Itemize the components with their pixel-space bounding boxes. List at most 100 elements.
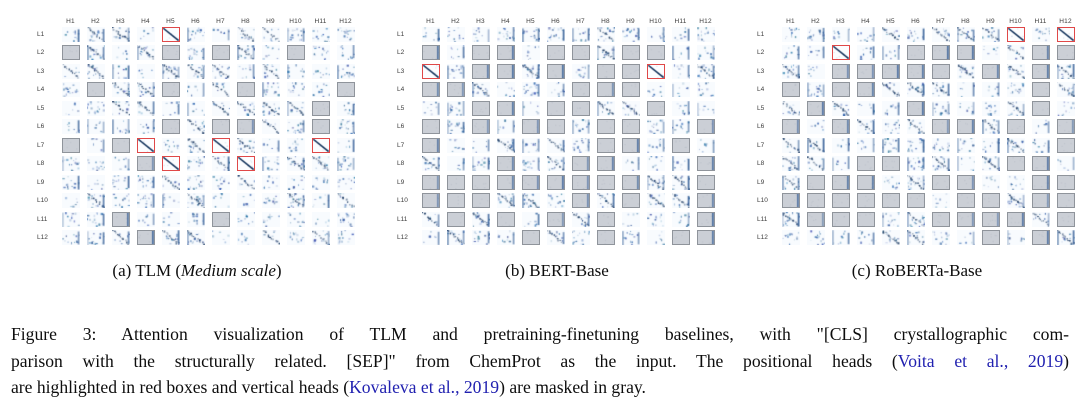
grid-row: L1 <box>396 25 718 44</box>
masked-head-cell <box>856 174 875 190</box>
attention-pattern <box>571 63 590 79</box>
attention-cell <box>981 100 1000 116</box>
attention-cell <box>671 63 690 79</box>
masked-head-cell <box>856 211 875 227</box>
attention-pattern <box>956 63 975 79</box>
attention-cell <box>211 174 230 190</box>
positional-head-cell <box>1056 26 1075 42</box>
masked-head-cell <box>831 63 850 79</box>
attention-pattern <box>1057 194 1074 208</box>
attention-cell <box>111 230 130 246</box>
attention-pattern <box>597 138 614 152</box>
attention-cell <box>261 211 280 227</box>
attention-pattern <box>497 64 514 78</box>
attention-pattern <box>622 46 639 60</box>
masked-head-cell <box>596 230 615 246</box>
attention-pattern <box>832 212 849 226</box>
attention-cell <box>881 45 900 61</box>
masked-head-cell <box>1031 174 1050 190</box>
attention-cell <box>906 174 925 190</box>
grid-row: L8 <box>396 155 718 174</box>
attention-pattern <box>286 137 305 153</box>
row-label: L2 <box>37 49 45 57</box>
attention-pattern <box>471 26 490 42</box>
attention-cell <box>336 174 355 190</box>
attention-pattern <box>422 46 439 60</box>
attention-pattern <box>572 157 589 171</box>
attention-pattern <box>86 230 105 246</box>
attention-cell <box>86 119 105 135</box>
attention-cell <box>471 211 490 227</box>
attention-cell <box>856 26 875 42</box>
figure-caption: Figure 3: Attention visualization of TLM… <box>11 321 1069 401</box>
attention-cell <box>236 174 255 190</box>
attention-cell <box>336 156 355 172</box>
attention-pattern <box>696 100 715 116</box>
attention-pattern <box>932 175 949 189</box>
attention-cell <box>1056 63 1075 79</box>
attention-cell <box>956 137 975 153</box>
masked-head-cell <box>696 230 715 246</box>
attention-pattern <box>336 174 355 190</box>
attention-cell <box>446 156 465 172</box>
masked-head-cell <box>111 211 130 227</box>
attention-cell <box>981 156 1000 172</box>
attention-pattern <box>646 119 665 135</box>
attention-pattern <box>572 46 589 60</box>
attention-cell <box>311 230 330 246</box>
row-label: L7 <box>397 141 405 149</box>
attention-pattern <box>61 100 80 116</box>
attention-pattern <box>211 174 230 190</box>
attention-pattern <box>336 193 355 209</box>
attention-pattern <box>981 100 1000 116</box>
attention-cell <box>1031 211 1050 227</box>
row-label: L5 <box>37 104 45 112</box>
attention-pattern <box>806 156 825 172</box>
col-header: H3 <box>836 18 845 25</box>
attention-cell <box>211 156 230 172</box>
attention-pattern <box>186 63 205 79</box>
attention-pattern <box>261 26 280 42</box>
panel-caption-italic: Medium scale <box>181 261 276 280</box>
masked-head-cell <box>621 137 640 153</box>
caption-line: parison with the structurally related. [… <box>11 348 1069 375</box>
attention-pattern <box>671 119 690 135</box>
attention-pattern <box>161 193 180 209</box>
grid-row: L7 <box>36 136 358 155</box>
masked-head-cell <box>831 119 850 135</box>
attention-pattern <box>697 157 714 171</box>
attention-cell <box>211 63 230 79</box>
attention-pattern <box>647 46 664 60</box>
attention-pattern <box>596 100 615 116</box>
attention-cell <box>211 230 230 246</box>
masked-head-cell <box>671 230 690 246</box>
masked-head-cell <box>596 82 615 98</box>
attention-pattern <box>111 230 130 246</box>
attention-pattern <box>671 26 690 42</box>
attention-cell <box>931 82 950 98</box>
col-header: H9 <box>266 18 275 25</box>
attention-pattern <box>931 26 950 42</box>
attention-pattern <box>161 100 180 116</box>
attention-cell <box>696 26 715 42</box>
citation-link[interactable]: Voita et al., 2019 <box>897 350 1064 371</box>
attention-pattern <box>807 175 824 189</box>
attention-pattern <box>981 119 1000 135</box>
attention-pattern <box>547 212 564 226</box>
attention-pattern <box>497 212 514 226</box>
attention-cell <box>1006 193 1025 209</box>
attention-pattern <box>86 137 105 153</box>
grid-row: L9 <box>756 173 1078 192</box>
attention-cell <box>186 45 205 61</box>
row-label: L8 <box>397 160 405 168</box>
attention-pattern <box>522 120 539 134</box>
attention-cell <box>781 63 800 79</box>
attention-pattern <box>1007 157 1024 171</box>
masked-head-cell <box>211 211 230 227</box>
attention-cell <box>236 45 255 61</box>
attention-pattern <box>111 156 130 172</box>
masked-head-cell <box>1056 137 1075 153</box>
citation-link[interactable]: Kovaleva et al., 2019 <box>349 377 500 398</box>
masked-head-cell <box>596 156 615 172</box>
attention-pattern <box>1057 27 1074 41</box>
